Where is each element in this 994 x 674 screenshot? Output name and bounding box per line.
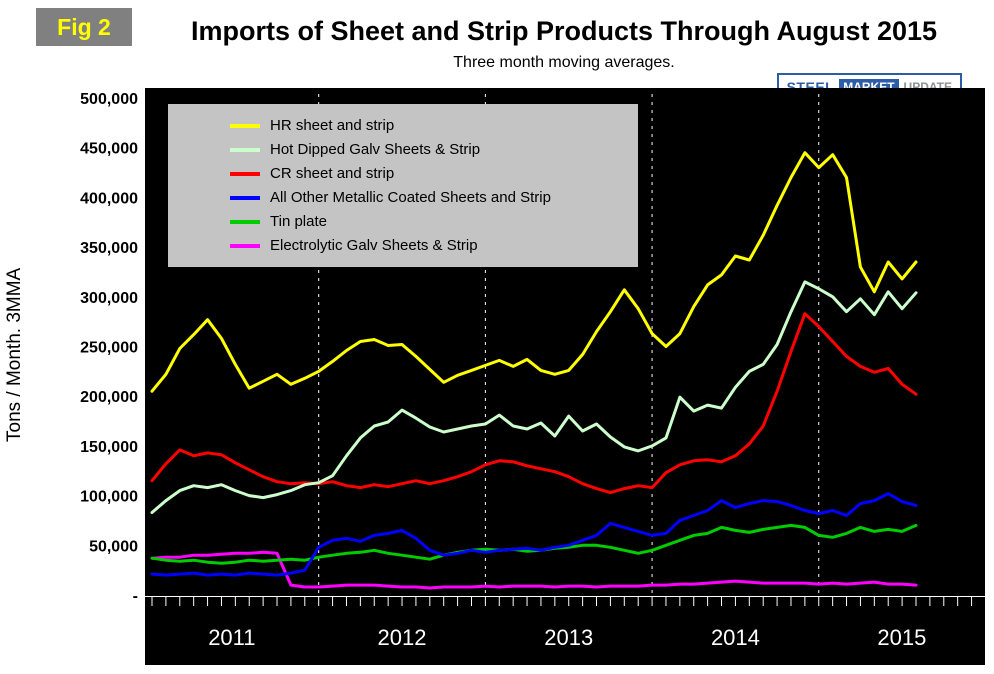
legend-label: All Other Metallic Coated Sheets and Str… <box>270 189 551 206</box>
y-axis-tick-label: 100,000 <box>80 489 138 506</box>
legend-swatch-icon <box>230 219 260 224</box>
series-line-hot-dipped-galv-sheets-strip <box>150 280 918 514</box>
legend-label: CR sheet and strip <box>270 165 395 182</box>
y-axis-tick-label: 350,000 <box>80 240 138 257</box>
series-line-all-other-metallic-coated-sheets-and-strip <box>150 492 918 577</box>
y-axis-tick-label: 150,000 <box>80 439 138 456</box>
y-axis-tick-label: - <box>133 588 138 605</box>
y-axis-tick-label: 450,000 <box>80 141 138 158</box>
y-axis-tick-label: 250,000 <box>80 340 138 357</box>
legend-label: Electrolytic Galv Sheets & Strip <box>270 237 478 254</box>
legend-item-electrolytic-galv-sheets-strip: Electrolytic Galv Sheets & Strip <box>230 237 638 254</box>
legend-label: HR sheet and strip <box>270 117 395 134</box>
legend-label: Hot Dipped Galv Sheets & Strip <box>270 141 481 158</box>
legend-item-cr-sheet-and-strip: CR sheet and strip <box>230 165 638 182</box>
series-line-cr-sheet-and-strip <box>150 312 918 495</box>
legend-swatch-icon <box>230 243 260 248</box>
legend-item-hr-sheet-and-strip: HR sheet and strip <box>230 117 638 134</box>
figure-label-badge: Fig 2 <box>36 8 132 46</box>
x-axis-year-label: 2014 <box>711 625 760 650</box>
chart-title: Imports of Sheet and Strip Products Thro… <box>190 16 938 46</box>
y-axis-tick-label: 50,000 <box>89 538 138 555</box>
chart-subtitle: Three month moving averages. <box>453 54 675 71</box>
legend-item-hot-dipped-galv-sheets-strip: Hot Dipped Galv Sheets & Strip <box>230 141 638 158</box>
y-axis-tick-label: 500,000 <box>80 91 138 108</box>
x-axis-year-label: 2011 <box>208 625 255 650</box>
series-line-hr-sheet-and-strip <box>150 151 918 393</box>
legend-item-tin-plate: Tin plate <box>230 213 638 230</box>
legend-swatch-icon <box>230 147 260 152</box>
x-axis-year-label: 2012 <box>378 625 427 650</box>
x-axis-year-label: 2013 <box>544 625 593 650</box>
legend-swatch-icon <box>230 195 260 200</box>
x-axis-year-label: 2015 <box>877 625 926 650</box>
chart-legend: HR sheet and strip Hot Dipped Galv Sheets… <box>168 104 638 267</box>
legend-label: Tin plate <box>270 213 327 230</box>
y-axis-tick-label: 300,000 <box>80 290 138 307</box>
legend-item-all-other-metallic-coated-sheets-and-strip: All Other Metallic Coated Sheets and Str… <box>230 189 638 206</box>
legend-swatch-icon <box>230 171 260 176</box>
y-axis-tick-label: 200,000 <box>80 389 138 406</box>
y-axis-tick-label: 400,000 <box>80 190 138 207</box>
legend-swatch-icon <box>230 123 260 128</box>
